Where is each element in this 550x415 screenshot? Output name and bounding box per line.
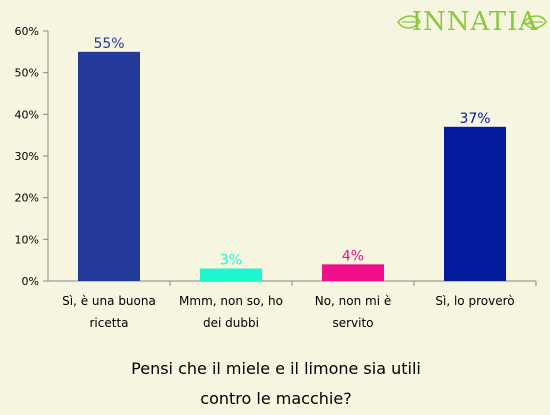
x-tick-label: servito (332, 316, 373, 330)
leaf-right-icon (523, 15, 547, 29)
x-tick-label: Sì, lo proverò (435, 294, 514, 308)
y-tick-label: 60% (15, 25, 39, 38)
data-label: 4% (342, 248, 364, 264)
x-tick-label: Mmm, non so, ho (179, 294, 283, 308)
y-tick-label: 0% (22, 275, 39, 288)
y-tick-label: 10% (15, 233, 39, 246)
x-tick-label: Sì, è una buona (62, 294, 156, 308)
y-tick-label: 50% (15, 67, 39, 80)
bar (322, 264, 384, 281)
chart-title-line-2: contro le macchie? (200, 389, 351, 408)
logo-text: INNATIA (412, 7, 539, 37)
data-label: 55% (93, 36, 124, 52)
innatia-logo: INNATIA (397, 7, 547, 37)
x-tick-label: No, non mi è (315, 294, 392, 308)
bar (200, 268, 262, 281)
x-tick-label: ricetta (89, 316, 128, 330)
bar (444, 126, 506, 281)
y-tick-label: 20% (15, 192, 39, 205)
chart-title-line-1: Pensi che il miele e il limone sia utili (131, 359, 421, 378)
bar (78, 51, 140, 282)
bars: 55% 3% 4% 37% (78, 36, 506, 282)
y-tick-label: 40% (15, 108, 39, 121)
x-tick-label: dei dubbi (203, 316, 259, 330)
x-axis-labels: Sì, è una buona ricetta Mmm, non so, ho dei… (62, 281, 537, 330)
y-axis-ticks: 0% 10% 20% 30% 40% 50% 60% (15, 25, 48, 288)
leaf-left-icon (397, 15, 421, 29)
y-tick-label: 30% (15, 150, 39, 163)
data-label: 37% (459, 111, 490, 127)
data-label: 3% (220, 253, 242, 269)
